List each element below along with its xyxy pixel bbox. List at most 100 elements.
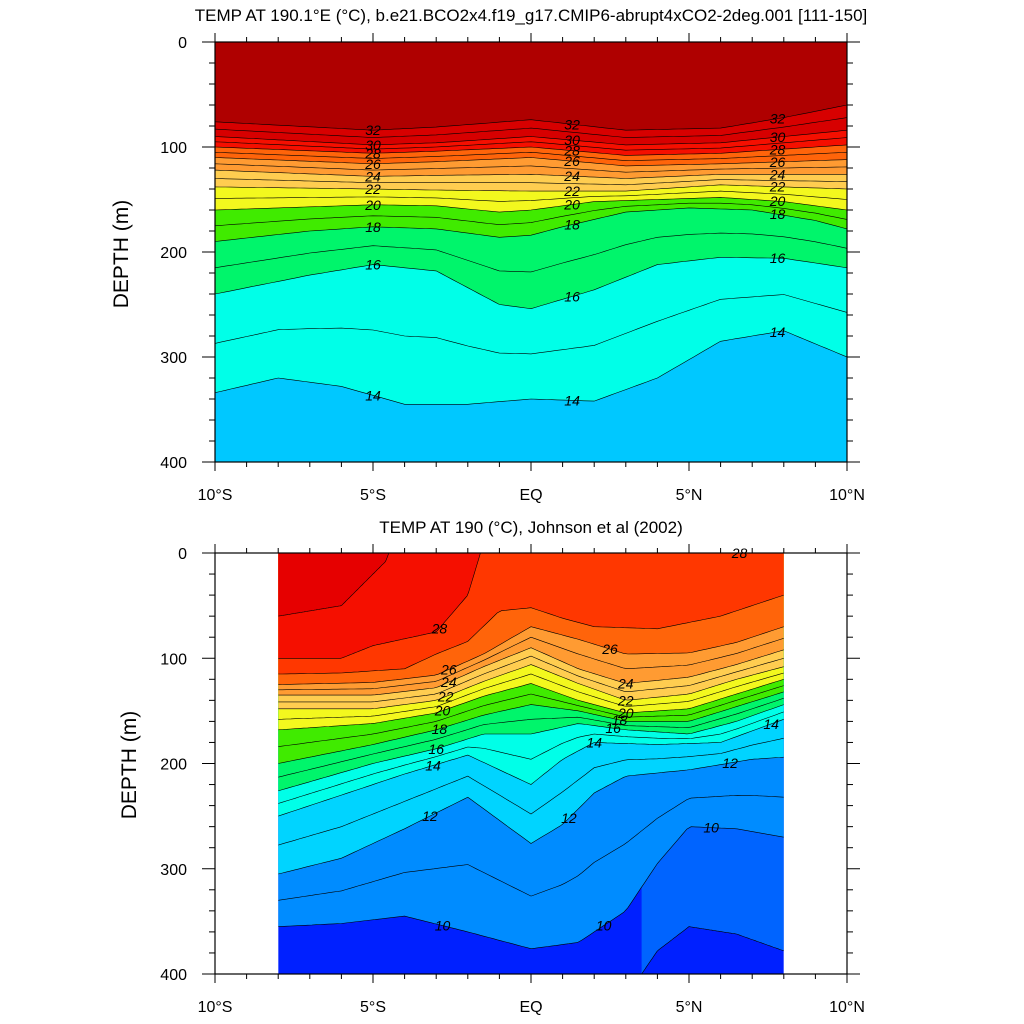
top-contour-label: 24 [769,166,786,182]
top-contour-label: 28 [364,145,381,161]
top-contour-label: 32 [564,116,580,132]
bottom-contour-28 [278,553,481,659]
bottom-contour-label: 16 [605,720,621,736]
top-contour-label: 26 [364,156,381,172]
top-chart-title: TEMP AT 190.1°E (°C), b.e21.BCO2x4.f19_g… [195,6,868,25]
top-contour-label: 24 [563,168,580,184]
top-panel: TEMP AT 190.1°E (°C), b.e21.BCO2x4.f19_g… [110,6,867,504]
bottom-contour-label: 16 [428,741,444,757]
bottom-contour-label: 14 [425,757,441,773]
top-y-tick-label: 200 [160,245,187,262]
top-contour-30 [215,129,847,146]
bottom-contour-24 [278,647,784,696]
bottom-y-tick-label: 0 [178,546,187,563]
top-contour-lines [215,104,847,405]
top-contour-label: 22 [563,183,580,199]
top-contour-label: 16 [564,288,580,304]
top-contour-32 [215,104,847,131]
bottom-contour-label: 22 [617,692,634,708]
top-contour-16 [215,257,847,310]
top-contour-label: 22 [769,179,786,195]
bottom-contour-label: 12 [561,810,577,826]
top-x-tick-label: 10°N [829,487,865,504]
bottom-contour-label: 12 [422,808,438,824]
bottom-contour-label: 12 [722,755,738,771]
top-contour-label: 18 [770,206,786,222]
bottom-contour-12 [278,756,784,875]
top-contour-label: 14 [770,324,786,340]
bottom-contour-16 [278,704,784,792]
bottom-contour-26 [278,626,784,685]
top-contour-14 [215,330,847,405]
top-contour-26 [215,157,847,167]
bottom-contour-label: 18 [612,712,628,728]
top-contour-label: 22 [364,181,381,197]
top-contour-label: 30 [770,129,786,145]
bottom-contour-18 [278,691,784,764]
top-contour-17 [215,232,847,273]
bottom-contour-label: 24 [617,676,634,692]
bottom-contour-label: 20 [617,705,634,721]
bottom-contour-label: 22 [437,689,454,705]
top-contour-label: 14 [564,392,580,408]
bottom-contour-label: 10 [596,918,612,934]
top-y-tick-label: 300 [160,350,187,367]
bottom-contour-label: 14 [586,734,602,750]
top-contour-label: 18 [564,217,580,233]
bottom-contour-label: 20 [434,703,451,719]
bottom-x-tick-label: 5°N [676,999,703,1016]
top-contour-label: 14 [365,387,381,403]
bottom-contour-label: 26 [601,641,618,657]
top-contour-label: 30 [564,132,580,148]
top-x-tick-label: 5°N [676,487,703,504]
bottom-contour-label: 10 [435,918,451,934]
bottom-contour-label: 10 [703,820,719,836]
top-contour-27 [215,151,847,161]
top-contour-label: 16 [770,250,786,266]
bottom-y-tick-label: 200 [160,757,187,774]
top-contour-label: 20 [769,193,786,209]
bottom-contour-13 [278,737,784,846]
top-contour-15 [215,294,847,355]
bottom-contour-10 [278,826,784,950]
bottom-contour-label: 28 [431,620,448,636]
bottom-contour-label: 14 [763,716,779,732]
bottom-contour-11 [278,794,784,901]
top-contour-22 [215,184,847,192]
top-contour-19 [215,202,847,227]
top-x-tick-label: 10°S [198,487,233,504]
top-contour-label: 20 [364,197,381,213]
bottom-contour-14 [278,719,784,817]
bottom-contour-label: 18 [432,721,448,737]
top-contour-label: 28 [563,143,580,159]
bottom-contour-17 [278,697,784,778]
bottom-contour-9 [641,926,784,974]
bottom-contour-29 [278,553,390,617]
top-contour-29 [215,137,847,151]
bottom-x-tick-label: 10°S [198,999,233,1016]
top-contour-28 [215,144,847,156]
bottom-y-tick-label: 300 [160,862,187,879]
bottom-contour-19 [278,685,784,747]
bottom-chart-title: TEMP AT 190 (°C), Johnson et al (2002) [379,518,683,537]
bottom-panel: TEMP AT 190 (°C), Johnson et al (2002) D… [118,518,865,1016]
bottom-contour-21 [278,672,784,720]
top-contour-24 [215,169,847,179]
bottom-contour-label: 24 [440,674,457,690]
top-ticks [202,33,860,471]
top-y-axis-label: DEPTH (m) [110,200,133,309]
top-x-tick-label: EQ [519,487,542,504]
bottom-contour-27 [278,594,784,675]
bottom-contour-23 [278,655,784,703]
bottom-y-tick-label: 100 [160,651,187,668]
bottom-x-tick-label: EQ [519,999,542,1016]
top-contour-label: 32 [770,111,786,127]
top-y-tick-label: 0 [178,35,187,52]
bottom-y-axis-label: DEPTH (m) [118,711,141,820]
bottom-contour-25 [278,636,784,691]
bottom-contour-fills [278,553,784,974]
top-contour-31 [215,117,847,138]
bottom-contour-label: 26 [440,661,457,677]
